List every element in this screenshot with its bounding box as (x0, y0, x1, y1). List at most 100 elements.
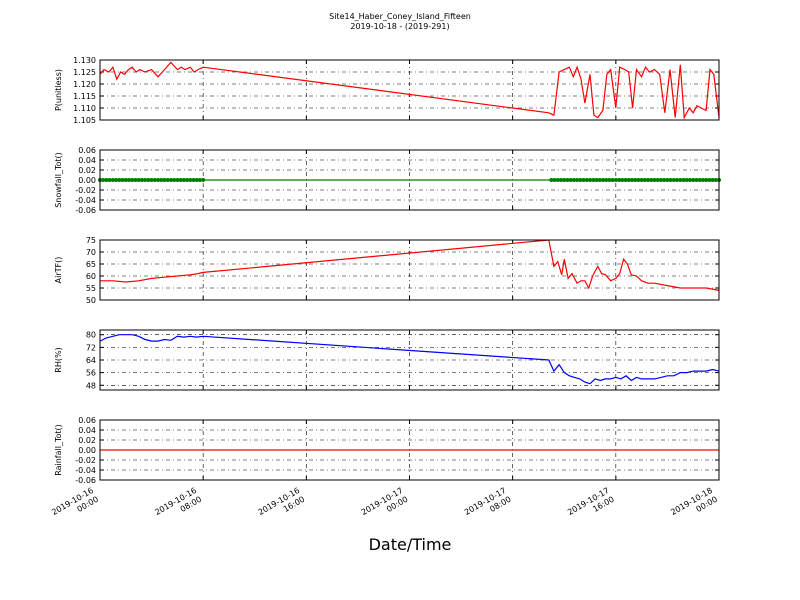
y-tick-label: -0.04 (75, 466, 96, 475)
data-point (633, 178, 638, 182)
plot-frame (99, 329, 720, 391)
data-point (175, 178, 180, 182)
subplot-3: 50 55 60 65 70 75 AirTF() (54, 236, 720, 305)
data-point (662, 178, 667, 182)
data-point (704, 178, 709, 182)
data-point (194, 178, 199, 182)
y-tick-label: 1.115 (73, 92, 96, 101)
data-point (127, 178, 132, 182)
data-point (156, 178, 161, 182)
y-tick-label: 1.110 (73, 104, 96, 113)
data-point (675, 178, 680, 182)
data-point (668, 178, 673, 182)
y-tick-label: -0.02 (75, 186, 96, 195)
data-point (181, 178, 186, 182)
y-axis-label: RH(%) (54, 347, 63, 372)
y-tick-label: 0.00 (78, 176, 96, 185)
data-point (562, 178, 567, 182)
data-point (101, 178, 106, 182)
y-tick-label: 72 (86, 343, 96, 352)
data-point (104, 178, 109, 182)
data-point (110, 178, 115, 182)
x-axis-label: Date/Time (369, 535, 452, 554)
y-tick-label: 0.02 (78, 436, 96, 445)
data-point (642, 178, 647, 182)
data-point (565, 178, 570, 182)
y-tick-label: -0.04 (75, 196, 96, 205)
series-line (99, 334, 720, 385)
chart-subtitle: 2019-10-18 - (2019-291) (350, 22, 449, 31)
data-point (610, 178, 615, 182)
data-point (604, 178, 609, 182)
data-point (165, 178, 170, 182)
data-point (581, 178, 586, 182)
data-point (649, 178, 654, 182)
y-tick-label: -0.06 (75, 476, 96, 485)
y-tick-label: 56 (86, 369, 96, 378)
data-point (607, 178, 612, 182)
subplots: 1.105 1.110 1.115 1.120 1.125 1.130 P(unitless… (54, 56, 721, 485)
data-point (697, 178, 702, 182)
data-point (146, 178, 151, 182)
y-tick-label: 1.105 (73, 116, 96, 125)
data-point (178, 178, 183, 182)
y-tick-label: 1.130 (73, 56, 96, 65)
data-point (588, 178, 593, 182)
data-point (671, 178, 676, 182)
data-point (162, 178, 167, 182)
data-point (123, 178, 128, 182)
data-point (559, 178, 564, 182)
data-point (710, 178, 715, 182)
y-tick-label: 1.120 (73, 80, 96, 89)
subplot-2: -0.06-0.04-0.020.000.020.040.06 Snowfall_… (54, 146, 721, 215)
data-point (597, 178, 602, 182)
data-point (552, 178, 557, 182)
y-tick-label: 80 (86, 331, 96, 340)
data-point (652, 178, 657, 182)
data-point (623, 178, 628, 182)
data-point (578, 178, 583, 182)
data-point (639, 178, 644, 182)
data-point (613, 178, 618, 182)
data-point (655, 178, 660, 182)
y-tick-label: 60 (86, 272, 96, 281)
data-point (136, 178, 141, 182)
y-tick-label: -0.06 (75, 206, 96, 215)
data-point (188, 178, 193, 182)
data-point (707, 178, 712, 182)
y-tick-label: 75 (86, 236, 96, 245)
plot-frame (99, 149, 720, 211)
plot-frame (99, 419, 720, 481)
data-point (159, 178, 164, 182)
data-point (636, 178, 641, 182)
data-point (620, 178, 625, 182)
data-point (143, 178, 148, 182)
y-tick-label: 50 (86, 296, 96, 305)
data-point (117, 178, 122, 182)
data-point (678, 178, 683, 182)
y-tick-label: 70 (86, 248, 96, 257)
data-point (600, 178, 605, 182)
data-point (185, 178, 190, 182)
data-point (149, 178, 154, 182)
data-point (575, 178, 580, 182)
data-point (568, 178, 573, 182)
data-point (107, 178, 112, 182)
subplot-1: 1.105 1.110 1.115 1.120 1.125 1.130 P(unitless… (54, 56, 720, 125)
data-point (700, 178, 705, 182)
y-tick-label: 64 (86, 356, 96, 365)
data-point (594, 178, 599, 182)
data-point (646, 178, 651, 182)
chart-title: Site14_Haber_Coney_Island_Fifteen (329, 12, 471, 21)
data-point (626, 178, 631, 182)
data-point (658, 178, 663, 182)
data-point (694, 178, 699, 182)
y-tick-label: -0.02 (75, 456, 96, 465)
series-line (100, 239, 720, 291)
subplot-5: -0.06-0.04-0.020.000.020.040.06 Rainfall_… (54, 416, 720, 485)
